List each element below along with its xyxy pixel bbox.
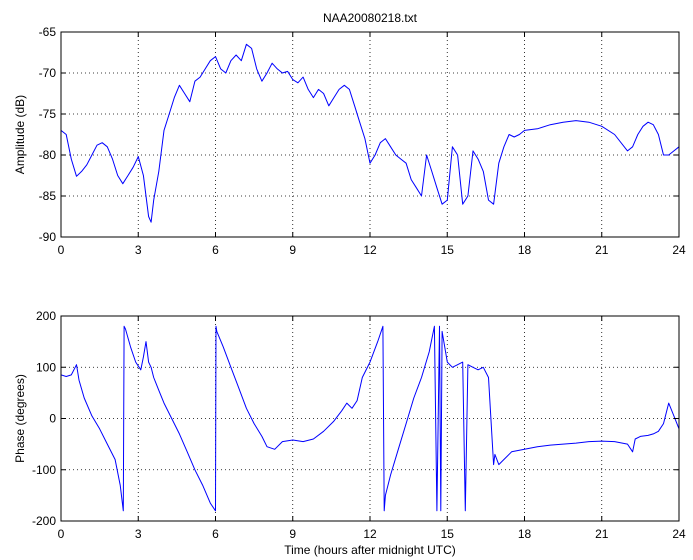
phase-x-tick-label-0: 0 xyxy=(58,527,65,541)
phase-x-tick-label-1: 3 xyxy=(135,527,142,541)
phase-y-tick-label-3: 100 xyxy=(36,360,56,374)
amp-x-tick-label-0: 0 xyxy=(58,243,65,257)
amp-x-tick-label-6: 18 xyxy=(518,243,532,257)
phase-x-tick-label-2: 6 xyxy=(212,527,219,541)
phase-x-tick-label-5: 15 xyxy=(441,527,455,541)
amp-x-tick-label-3: 9 xyxy=(289,243,296,257)
amp-x-tick-label-5: 15 xyxy=(441,243,455,257)
phase-x-tick-label-3: 9 xyxy=(289,527,296,541)
amp-y-tick-label-0: -90 xyxy=(39,230,57,244)
amp-y-axis-title: Amplitude (dB) xyxy=(13,95,27,174)
phase-x-tick-label-7: 21 xyxy=(595,527,609,541)
phase-y-tick-label-2: 0 xyxy=(49,412,56,426)
amp-x-tick-label-4: 12 xyxy=(363,243,377,257)
amp-x-tick-label-8: 24 xyxy=(672,243,686,257)
phase-x-axis-title: Time (hours after midnight UTC) xyxy=(284,543,456,557)
phase-y-tick-label-4: 200 xyxy=(36,309,56,323)
amp-y-tick-label-1: -85 xyxy=(39,189,57,203)
phase-chart: 0 3 6 9 12 15 18 21 24 -200 -100 0 100 200 Phase (degr… xyxy=(13,309,686,557)
amp-series-line-0 xyxy=(61,43,679,223)
phase-y-tick-label-0: -200 xyxy=(32,514,56,528)
amp-chart-title: NAA20080218.txt xyxy=(323,11,418,25)
amp-y-tick-label-5: -65 xyxy=(39,25,57,39)
phase-x-tick-label-8: 24 xyxy=(672,527,686,541)
phase-y-axis-title: Phase (degrees) xyxy=(13,374,27,463)
amp-axes-frame xyxy=(60,31,680,238)
amp-y-tick-label-2: -80 xyxy=(39,148,57,162)
amp-x-tick-label-7: 21 xyxy=(595,243,609,257)
amp-x-tick-label-1: 3 xyxy=(135,243,142,257)
phase-y-tick-label-1: -100 xyxy=(32,463,56,477)
phase-x-tick-label-6: 18 xyxy=(518,527,532,541)
phase-series-line-0 xyxy=(61,325,679,512)
amp-y-tick-label-3: -75 xyxy=(39,107,57,121)
amp-x-tick-label-2: 6 xyxy=(212,243,219,257)
amplitude-chart: 0 3 6 9 12 15 18 21 24 -90 -85 -80 -75 -70 -65 NAA20080… xyxy=(13,11,686,257)
phase-x-tick-label-4: 12 xyxy=(363,527,377,541)
amp-y-tick-label-4: -70 xyxy=(39,66,57,80)
